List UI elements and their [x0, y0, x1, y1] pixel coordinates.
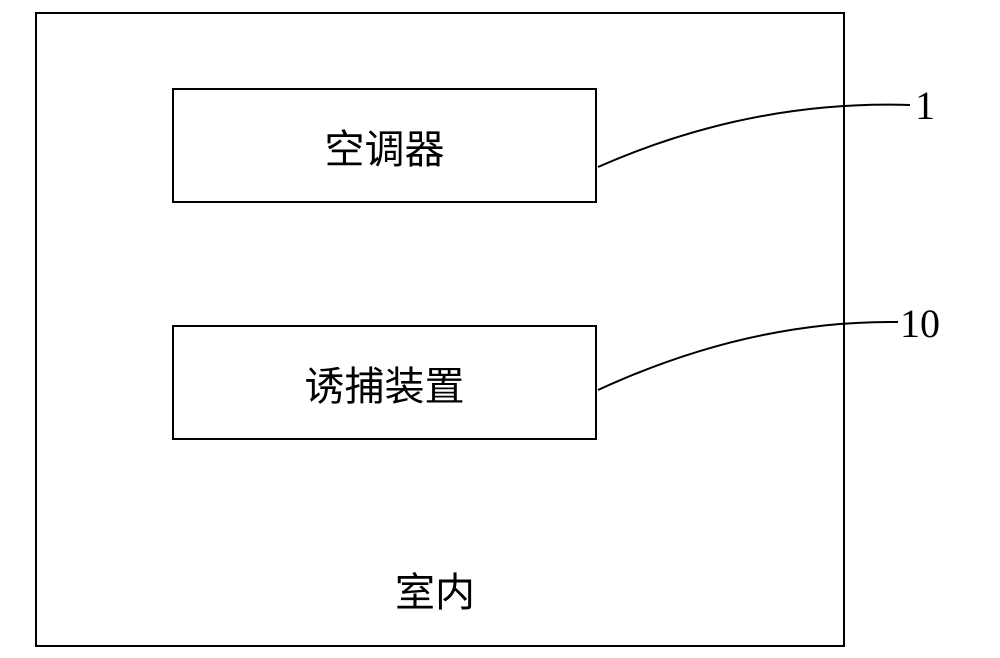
callout-label-2: 10	[900, 300, 940, 347]
callout-line-2	[0, 0, 1000, 658]
